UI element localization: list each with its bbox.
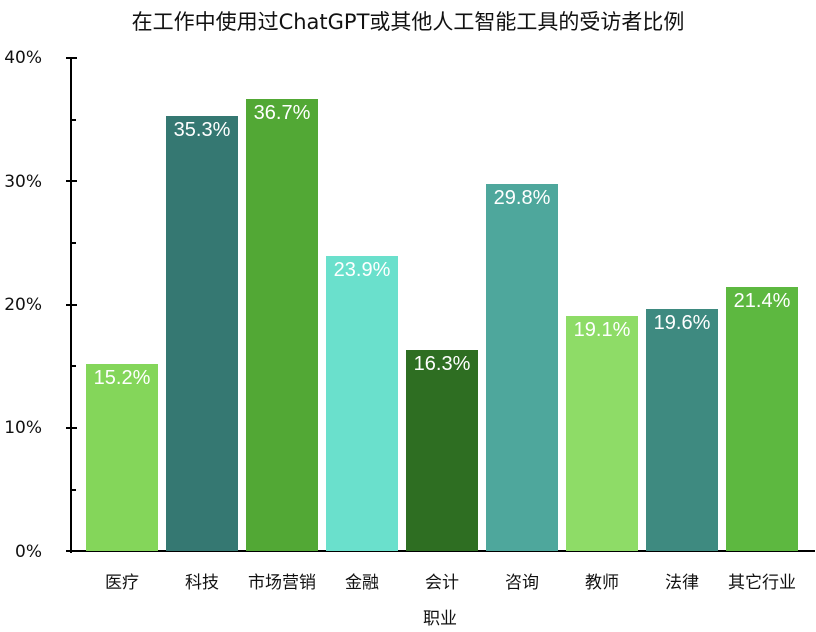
bar-value-label: 23.9% [333,259,391,281]
x-tick-label: 教师 [585,573,619,593]
bar-finance: 23.9% [326,256,398,551]
y-tick-minor [71,489,76,491]
y-tick-label: 30% [4,172,42,192]
x-tick-label: 市场营销 [248,573,316,593]
bar-value-label: 15.2% [93,367,151,389]
y-tick-label: 0% [15,542,42,562]
x-tick-label: 会计 [425,573,459,593]
bar-teaching: 19.1% [566,316,638,551]
bar-consulting: 29.8% [486,184,558,551]
bar-value-label: 36.7% [253,102,311,124]
y-tick-major [66,427,77,429]
bar-value-label: 19.6% [653,312,711,334]
y-tick-major [66,180,77,182]
y-tick-label: 20% [4,295,42,315]
y-tick-label: 40% [4,48,42,68]
bar-value-label: 35.3% [173,119,231,141]
x-axis-line [66,550,815,552]
x-tick-label: 金融 [345,573,379,593]
bar-value-label: 19.1% [573,319,631,341]
bar-medical: 15.2% [86,364,158,551]
x-axis-title: 职业 [423,609,457,629]
bar-value-label: 29.8% [493,187,551,209]
y-tick-minor [71,119,76,121]
x-tick-label: 科技 [185,573,219,593]
bar-legal: 19.6% [646,309,718,551]
y-tick-major [66,57,77,59]
bar-tech: 35.3% [166,116,238,551]
x-tick-label: 其它行业 [728,573,796,593]
y-tick-label: 10% [4,418,42,438]
bar-other-industries: 21.4% [726,287,798,551]
bar-value-label: 16.3% [413,353,471,375]
bar-value-label: 21.4% [733,290,791,312]
y-tick-minor [71,242,76,244]
chart-title: 在工作中使用过ChatGPT或其他人工智能工具的受访者比例 [131,10,685,34]
x-tick-label: 医疗 [105,573,139,593]
x-tick-label: 法律 [665,573,699,593]
x-tick-label: 咨询 [505,573,539,593]
bar-marketing: 36.7% [246,99,318,551]
y-tick-minor [71,365,76,367]
y-tick-major [66,304,77,306]
bar-accounting: 16.3% [406,350,478,551]
